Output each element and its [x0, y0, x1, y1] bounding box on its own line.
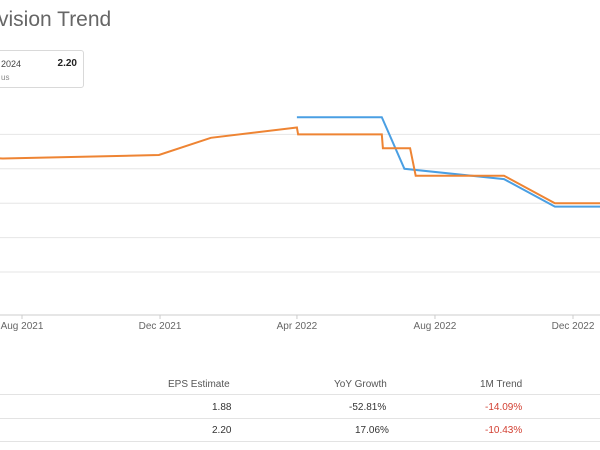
eps-estimate-cell: 1.88 [212, 402, 232, 413]
series-line-2 [0, 126, 600, 205]
eps-revision-chart: Aug 2021 Dec 2021 Apr 2022 Aug 2022 Dec 2022 [0, 116, 600, 332]
x-tick-label: Apr 2022 [277, 321, 318, 332]
yoy-growth-cell: 17.06% [355, 425, 389, 436]
page-title: vision Trend [0, 8, 111, 32]
x-tick-label: Aug 2021 [1, 321, 44, 332]
table-header: EPS Estimate YoY Growth 1M Trend [0, 372, 600, 395]
tooltip-value: 2.20 [57, 58, 77, 69]
eps-estimate-cell: 2.20 [212, 425, 232, 436]
tooltip-period: 2024 [1, 59, 22, 69]
x-tick-label: Aug 2022 [414, 321, 457, 332]
page-title-text: vision Trend [0, 8, 112, 31]
series-line-1 [296, 116, 600, 208]
x-tick-label: Dec 2022 [552, 321, 595, 332]
table-row: 2.20 17.06% -10.43% [0, 418, 600, 442]
tooltip-sub: us [1, 73, 10, 82]
trend-1m-cell: -14.09% [485, 402, 523, 413]
column-header-1m-trend: 1M Trend [480, 379, 523, 390]
trend-1m-cell: -10.43% [485, 425, 523, 436]
chart-tooltip: 2024 2.20 us [0, 50, 84, 88]
column-header-eps-estimate: EPS Estimate [168, 379, 230, 390]
yoy-growth-cell: -52.81% [349, 402, 387, 413]
column-header-yoy-growth: YoY Growth [334, 379, 387, 390]
table-row: 1.88 -52.81% -14.09% [0, 395, 600, 419]
x-tick-label: Dec 2021 [139, 321, 182, 332]
